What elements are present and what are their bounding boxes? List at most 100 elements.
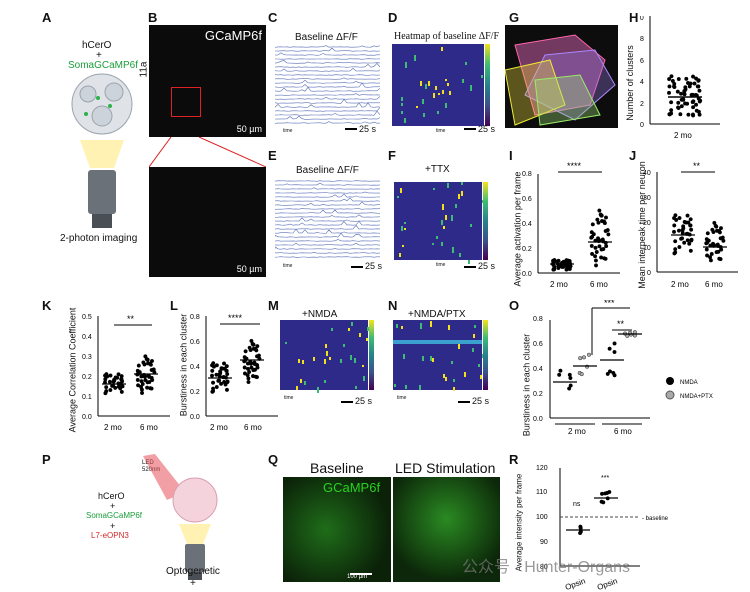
trace-line (275, 47, 380, 52)
d-colorbar (485, 44, 490, 126)
q-title-1: Baseline (310, 460, 364, 476)
heatmap-event (452, 247, 455, 253)
m-tick: time (284, 395, 294, 401)
i-points (550, 208, 612, 272)
heatmap-event (354, 385, 357, 390)
heatmap-event (469, 223, 472, 227)
svg-text:0.6: 0.6 (533, 341, 543, 348)
p-diagram (143, 454, 218, 580)
data-point (245, 361, 250, 366)
r-ns: ns (573, 501, 581, 508)
trace-line (275, 214, 380, 218)
trace-line (275, 93, 380, 96)
heatmap-event (400, 97, 403, 101)
f-scalebar (464, 266, 476, 268)
b-scale-top: 50 µm (236, 124, 262, 134)
svg-text:0.4: 0.4 (82, 334, 92, 341)
heatmap-event (419, 384, 422, 389)
panel-label-d: D (388, 10, 398, 25)
data-point (581, 355, 586, 360)
data-point (678, 112, 683, 117)
n-colorbar (483, 320, 488, 390)
heatmap-event (396, 323, 399, 328)
data-point (210, 373, 215, 378)
o-xcat-2: 6 mo (614, 427, 632, 436)
l-ylabel: Burstiness in each cluster (178, 313, 189, 417)
data-point (108, 373, 113, 378)
data-point (667, 112, 672, 117)
data-point (148, 362, 153, 367)
data-point (682, 89, 687, 94)
trace-line (275, 74, 380, 76)
svg-text:30: 30 (643, 195, 651, 202)
d-tick: time (436, 128, 446, 134)
data-point (225, 380, 230, 385)
svg-text:120: 120 (536, 465, 548, 472)
heatmap-event (313, 357, 316, 361)
data-point (594, 263, 599, 268)
data-point (254, 348, 259, 353)
trace-line (275, 232, 380, 238)
svg-text:10: 10 (643, 245, 651, 252)
trace-line (275, 197, 380, 202)
data-point (139, 387, 144, 392)
data-point (115, 375, 120, 380)
trace-line (275, 62, 380, 68)
data-point (684, 76, 689, 81)
p-plus3: + (190, 578, 196, 589)
data-point (595, 217, 600, 222)
data-point (222, 366, 227, 371)
data-point (693, 92, 698, 97)
svg-text:0.0: 0.0 (82, 414, 92, 421)
svg-text:4: 4 (640, 79, 644, 86)
heatmap-event (442, 89, 445, 94)
data-point (681, 226, 686, 231)
panel-label-p: P (42, 452, 51, 467)
n-scalebar (458, 401, 470, 403)
data-point (688, 248, 693, 253)
heatmap-event (433, 92, 436, 99)
heatmap-event (479, 375, 482, 380)
data-point (704, 247, 709, 252)
heatmap-event (349, 354, 352, 361)
l-plot: 0.0 0.2 0.4 0.6 0.8 **** 2 mo 6 mo (190, 313, 278, 432)
data-point (558, 368, 563, 373)
data-point (593, 254, 598, 259)
k-xcat-1: 2 mo (104, 423, 122, 432)
data-point (679, 104, 684, 109)
a-line1: hCerO (82, 40, 112, 51)
zoom-lines (149, 137, 266, 167)
a-caption: 2-photon imaging (60, 233, 138, 244)
data-point (214, 363, 219, 368)
data-point (566, 258, 571, 263)
data-point (705, 231, 710, 236)
data-point (566, 266, 571, 271)
heatmap-event (400, 102, 403, 106)
svg-text:0.2: 0.2 (522, 246, 532, 253)
i-xcat-2: 6 mo (590, 280, 608, 289)
heatmap-event (443, 225, 446, 229)
heatmap-event (398, 253, 401, 257)
b-scale-bot: 50 µm (236, 264, 262, 274)
heatmap-event (350, 321, 353, 327)
trace-line (275, 246, 380, 250)
heatmap-event (405, 384, 408, 389)
data-point (139, 374, 144, 379)
o-legend-1: NMDA (680, 380, 698, 386)
q-led-image (393, 477, 500, 582)
i-xcat-1: 2 mo (550, 280, 568, 289)
a-line2: SomaGCaMP6f (68, 60, 139, 71)
data-point (140, 390, 145, 395)
data-point (714, 224, 719, 229)
heatmap-event (325, 351, 328, 357)
p-plus1: + (110, 501, 116, 511)
o-plot: 0.0 0.2 0.4 0.6 0.8 *** ** 2 mo 6 mo NMDA NM… (533, 300, 713, 436)
heatmap-event (328, 356, 331, 360)
data-point (219, 381, 224, 386)
r-sig: *** (601, 475, 609, 482)
i-sig: **** (567, 161, 582, 171)
trace-line (275, 102, 380, 108)
data-point (224, 387, 229, 392)
heatmap-event (393, 383, 396, 387)
c-traces (275, 45, 380, 124)
